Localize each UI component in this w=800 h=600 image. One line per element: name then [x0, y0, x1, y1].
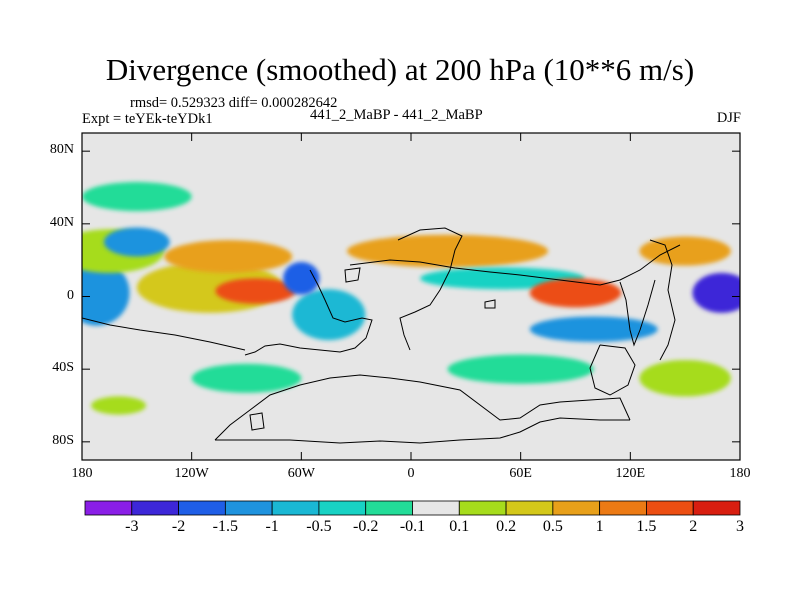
colorbar-swatch-7	[412, 500, 460, 516]
contour-region-19	[639, 360, 731, 397]
contour-fill-layer	[82, 182, 740, 415]
colorbar-swatch-0	[84, 500, 133, 516]
contour-region-7	[82, 182, 192, 212]
contour-region-17	[191, 363, 302, 393]
colorbar-label-0: -3	[125, 518, 139, 535]
y-tick-label-2: 0	[67, 287, 74, 303]
colorbar-swatch-4	[271, 500, 320, 516]
experiment-label: Expt = teYEk-teYDk1	[82, 111, 213, 127]
x-tick-label-6: 180	[729, 466, 751, 481]
coastline-layer	[82, 227, 681, 444]
tick-marks	[81, 133, 741, 460]
rmsd-label: rmsd= 0.529323 diff= 0.000282642	[130, 95, 338, 111]
coastline-africa	[397, 227, 463, 351]
colorbar-swatch-2	[178, 500, 226, 516]
coastline-asia-pacific	[619, 279, 656, 347]
colorbar-swatch-13	[692, 500, 741, 516]
colorbar-swatch-1	[131, 500, 179, 516]
colorbar-label-2: -1.5	[212, 518, 238, 535]
x-tick-label-1: 120W	[174, 466, 209, 481]
colorbar-swatch-6	[365, 500, 413, 516]
coastline-eurasia	[349, 244, 681, 286]
contour-region-1	[82, 260, 130, 326]
colorbar	[84, 500, 741, 516]
coastline-islands	[249, 267, 496, 431]
coastline-greenland	[649, 239, 676, 361]
colorbar-label-5: -0.2	[353, 518, 379, 535]
x-tick-label-4: 60E	[509, 466, 532, 481]
contour-region-4	[215, 278, 296, 304]
contour-region-5	[164, 240, 293, 273]
contour-region-14	[692, 272, 740, 313]
coastline-antarctica	[214, 374, 631, 441]
contour-region-13	[529, 316, 658, 342]
contour-region-18	[447, 354, 594, 384]
colorbar-label-1: -2	[171, 518, 186, 535]
chart-title: Divergence (smoothed) at 200 hPa (10**6 …	[105, 52, 695, 87]
coastline-north-america	[82, 317, 246, 351]
y-tick-label-4: 80S	[52, 432, 74, 448]
colorbar-label-11: 1.5	[636, 518, 657, 535]
colorbar-swatch-10	[552, 500, 601, 516]
case-label: 441_2_MaBP - 441_2_MaBP	[310, 107, 483, 123]
y-tick-label-1: 40N	[49, 214, 74, 230]
contour-region-12	[529, 278, 622, 308]
contour-region-16	[91, 396, 146, 415]
x-tick-label-0: 180	[71, 466, 93, 481]
x-tick-label-5: 120E	[615, 466, 646, 481]
colorbar-swatch-8	[458, 500, 507, 516]
y-tick-label-0: 80N	[49, 142, 74, 158]
colorbar-swatch-11	[599, 500, 647, 516]
colorbar-label-13: 3	[736, 518, 744, 535]
x-tick-label-3: 0	[407, 466, 415, 481]
x-tick-label-2: 60W	[287, 466, 315, 481]
colorbar-label-4: -0.5	[306, 518, 332, 535]
contour-region-8	[292, 289, 366, 341]
colorbar-label-12: 2	[689, 518, 698, 535]
colorbar-label-6: -0.1	[399, 518, 426, 535]
colorbar-swatch-12	[646, 500, 694, 516]
contour-region-6	[103, 227, 170, 257]
colorbar-label-9: 0.5	[542, 518, 563, 535]
colorbar-label-10: 1	[595, 518, 604, 535]
colorbar-label-7: 0.1	[449, 518, 470, 535]
colorbar-swatch-3	[224, 500, 273, 516]
colorbar-label-3: -1	[265, 518, 279, 535]
y-tick-label-3: 40S	[52, 360, 74, 376]
coastline-australia	[589, 344, 636, 396]
contour-region-10	[347, 234, 549, 268]
season-label: DJF	[716, 110, 741, 126]
coastline-antarctic-shelf	[215, 417, 630, 444]
colorbar-label-8: 0.2	[496, 518, 517, 535]
colorbar-swatch-5	[318, 500, 367, 516]
coastline-south-america	[244, 269, 373, 356]
colorbar-swatch-9	[505, 500, 554, 516]
